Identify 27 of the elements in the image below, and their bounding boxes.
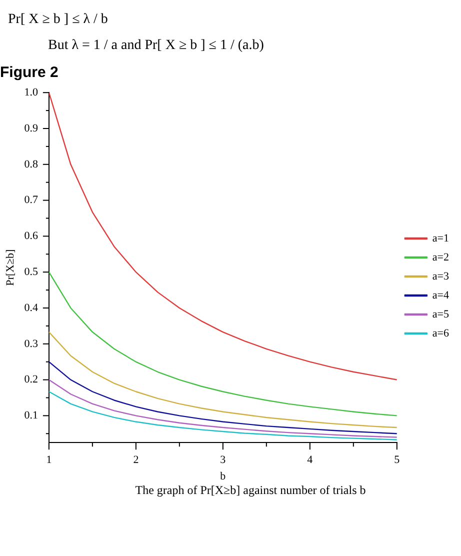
legend-label: a=1 (432, 232, 450, 244)
x-tick-label: 4 (307, 454, 314, 466)
legend-label: a=4 (432, 289, 450, 302)
x-tick-label: 1 (46, 454, 52, 466)
y-axis-title: Pr[X≥b] (4, 249, 16, 286)
y-tick-label: 1.0 (24, 86, 38, 98)
legend-label: a=3 (432, 270, 450, 282)
chart-title: Figure 2 (0, 64, 60, 81)
y-tick-label: 0.8 (24, 158, 38, 170)
y-tick-label: 0.3 (24, 338, 38, 350)
x-tick-label: 3 (220, 454, 226, 466)
legend-label: a=6 (432, 327, 450, 340)
legend-label: a=2 (432, 251, 450, 264)
y-tick-label: 0.9 (24, 122, 38, 134)
x-axis-title: b (220, 470, 226, 482)
y-tick-label: 0.7 (24, 194, 38, 206)
x-tick-label: 5 (394, 454, 400, 466)
text: The graph of Pr[X≥b] against number of trials b (134, 483, 367, 498)
text: But λ = 1 / a and Pr[ X ≥ b ] ≤ 1 / (a.b) (47, 38, 265, 54)
y-tick-label: 0.2 (24, 374, 38, 386)
text: Pr[ X ≥ b ] ≤ λ / b (8, 12, 109, 28)
y-tick-label: 0.5 (24, 266, 38, 278)
y-tick-label: 0.4 (24, 302, 38, 314)
legend-label: a=5 (432, 308, 450, 320)
y-tick-label: 0.1 (24, 410, 38, 422)
y-tick-label: 0.6 (24, 230, 38, 242)
x-tick-label: 2 (133, 454, 139, 466)
